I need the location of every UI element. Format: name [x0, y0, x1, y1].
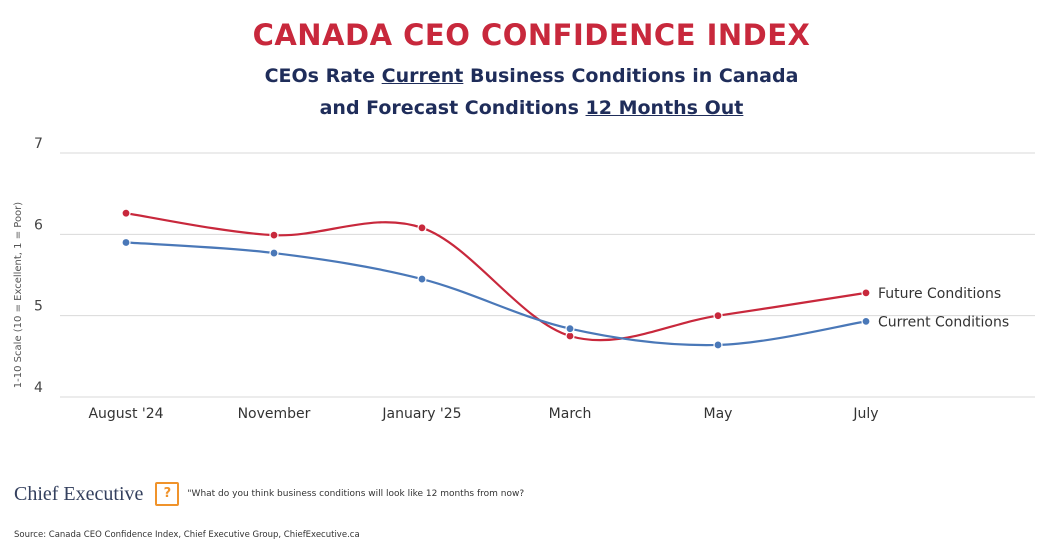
x-tick-label: March: [549, 406, 592, 422]
subtitle-part: CEOs Rate: [264, 65, 376, 87]
point: [269, 248, 279, 258]
chart-title: CANADA CEO CONFIDENCE INDEX: [252, 18, 811, 52]
point: [121, 237, 131, 248]
point: [269, 230, 279, 240]
chart-subtitle: CEOs Rate Current Business Conditions in…: [0, 60, 1063, 124]
point: [417, 223, 427, 233]
icon: ?: [155, 482, 180, 506]
subtitle-line: and Forecast Conditions 12 Months Out: [0, 92, 1063, 124]
source: Source: Canada CEO Confidence Index, Chi…: [14, 530, 360, 540]
subtitle-line: CEOs Rate Current Business Conditions in…: [0, 60, 1063, 92]
footer: Chief Executive ? "What do you think bus…: [14, 482, 524, 506]
subtitle-part: Current: [381, 65, 464, 87]
y-tick-label: 4: [34, 380, 43, 396]
y-axis-label: 1-10 Scale (10 = Excellent, 1 = Poor): [13, 202, 24, 388]
point: [417, 274, 427, 284]
y-tick-label: 6: [34, 217, 43, 233]
subtitle-part: Business Conditions in Canada: [469, 65, 799, 87]
x-tick-label: August '24: [88, 406, 163, 422]
question: "What do you think business conditions w…: [187, 489, 525, 499]
subtitle-part: 12 Months Out: [585, 97, 744, 119]
legend-label: Future Conditions: [878, 286, 1001, 302]
chart: 4 5 6 7 1-10 Scale (10 = Excellent, 1 = Poor…: [13, 136, 1035, 422]
x-tick-label: July: [852, 406, 878, 422]
point: [861, 288, 871, 298]
point: [861, 316, 871, 326]
y-tick-label: 7: [34, 136, 43, 152]
point: [713, 340, 723, 350]
y-tick-label: 5: [34, 299, 43, 315]
x-tick-label: November: [238, 406, 311, 422]
series-line: [125, 212, 867, 342]
x-tick-label: January '25: [381, 406, 461, 422]
logo: Chief Executive: [14, 482, 144, 505]
x-tick-label: May: [704, 406, 733, 422]
point: [565, 324, 575, 334]
point: [713, 311, 723, 321]
subtitle-part: and Forecast Conditions: [319, 97, 579, 119]
legend-label: Current Conditions: [878, 314, 1009, 330]
point: [121, 208, 131, 218]
series-line: [125, 241, 867, 347]
